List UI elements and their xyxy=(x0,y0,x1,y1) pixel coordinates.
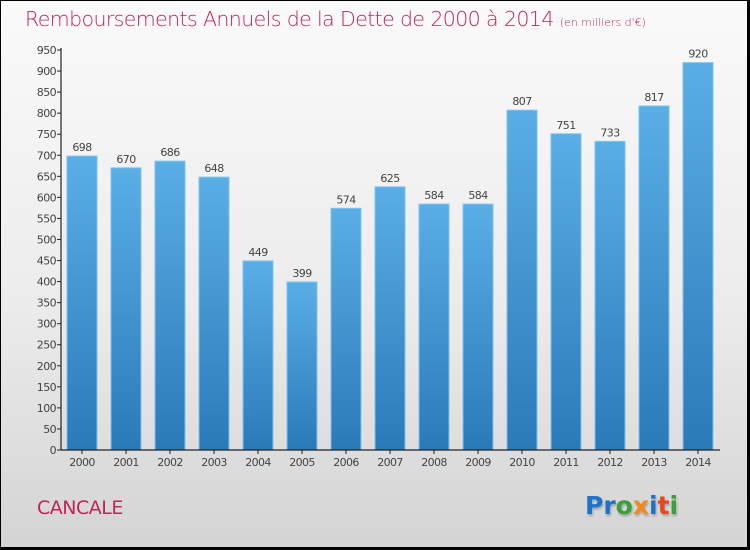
value-label: 920 xyxy=(688,48,708,61)
y-tick-label: 100 xyxy=(37,402,57,415)
bar-2010 xyxy=(506,109,538,451)
y-tick-label: 900 xyxy=(37,65,57,78)
y-tick-label: 650 xyxy=(37,170,57,183)
value-label: 625 xyxy=(380,172,400,185)
x-tick-label: 2008 xyxy=(421,456,447,469)
value-label: 584 xyxy=(468,189,488,202)
logo-letter: o xyxy=(615,491,633,520)
logo-letter: i xyxy=(669,491,679,520)
x-tick-label: 2010 xyxy=(509,456,535,469)
x-tick-label: 2003 xyxy=(201,456,227,469)
bar-2009 xyxy=(462,203,494,451)
x-tick-label: 2005 xyxy=(289,456,315,469)
proxiti-logo[interactable]: Proxiti xyxy=(585,491,678,520)
y-tick-label: 250 xyxy=(37,339,57,352)
x-tick-label: 2013 xyxy=(641,456,667,469)
y-tick-label: 800 xyxy=(37,107,57,120)
value-label: 751 xyxy=(556,119,575,132)
x-tick-label: 2006 xyxy=(333,456,359,469)
y-tick-label: 750 xyxy=(37,128,57,141)
value-label: 670 xyxy=(116,153,136,166)
y-tick-label: 400 xyxy=(37,276,57,289)
y-tick-label: 950 xyxy=(37,44,57,57)
bar-2011 xyxy=(550,133,582,451)
bar-2013 xyxy=(638,105,670,451)
city-name: CANCALE xyxy=(37,497,123,519)
y-tick-label: 50 xyxy=(43,423,56,436)
bar-2008 xyxy=(418,203,450,451)
bar-2002 xyxy=(154,160,186,451)
x-tick-label: 2011 xyxy=(553,456,579,469)
title-text: Remboursements Annuels de la Dette de 20… xyxy=(25,7,554,31)
y-tick-label: 200 xyxy=(37,360,57,373)
bar-2014 xyxy=(682,62,714,451)
logo-letter: i xyxy=(649,491,658,520)
value-label: 574 xyxy=(336,193,356,206)
y-tick-label: 450 xyxy=(37,255,57,268)
x-tick-label: 2009 xyxy=(465,456,491,469)
value-label: 817 xyxy=(644,91,664,104)
y-tick-label: 600 xyxy=(37,191,57,204)
value-label: 698 xyxy=(72,141,92,154)
value-label: 399 xyxy=(292,267,312,280)
y-tick-label: 700 xyxy=(37,149,57,162)
value-label: 648 xyxy=(204,162,224,175)
value-label: 584 xyxy=(424,189,444,202)
x-tick-label: 2007 xyxy=(377,456,403,469)
bar-2000 xyxy=(66,155,98,451)
bar-2003 xyxy=(198,176,230,451)
y-tick-label: 550 xyxy=(37,212,57,225)
y-tick-label: 300 xyxy=(37,318,57,331)
x-tick-label: 2002 xyxy=(157,456,183,469)
value-label: 807 xyxy=(512,95,532,108)
y-tick-label: 150 xyxy=(37,381,57,394)
x-tick-label: 2001 xyxy=(113,456,139,469)
value-label: 733 xyxy=(600,126,620,139)
unit-label: (en milliers d'€) xyxy=(559,16,646,29)
y-tick-label: 350 xyxy=(37,297,57,310)
logo-letter: x xyxy=(632,491,649,520)
value-label: 449 xyxy=(248,246,268,259)
x-tick-label: 2000 xyxy=(69,456,95,469)
logo-letter: t xyxy=(657,491,670,520)
bar-2005 xyxy=(286,281,318,451)
bar-2001 xyxy=(110,167,142,451)
y-tick-label: 0 xyxy=(50,444,57,457)
y-tick-label: 500 xyxy=(37,233,57,246)
logo-letter: P xyxy=(585,491,604,520)
value-label: 686 xyxy=(160,146,180,159)
bar-2012 xyxy=(594,140,626,451)
bar-2004 xyxy=(242,260,274,451)
x-tick-label: 2004 xyxy=(245,456,271,469)
bar-2006 xyxy=(330,207,362,451)
x-tick-label: 2012 xyxy=(597,456,623,469)
bar-2007 xyxy=(374,186,406,451)
y-tick-label: 850 xyxy=(37,86,57,99)
x-tick-label: 2014 xyxy=(685,456,711,469)
logo-letter: r xyxy=(603,491,616,520)
chart-title: Remboursements Annuels de la Dette de 20… xyxy=(25,7,646,31)
